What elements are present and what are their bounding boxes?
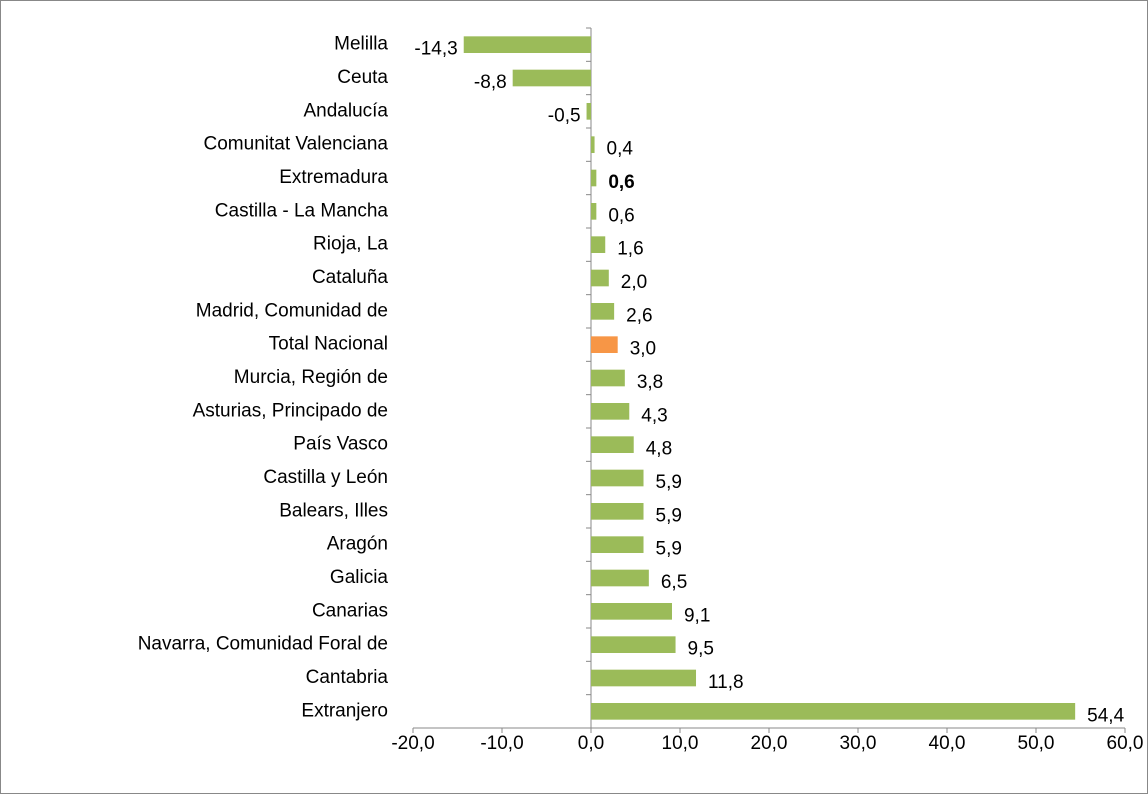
- value-label: 9,1: [684, 605, 710, 626]
- x-tick-label: -10,0: [480, 733, 523, 754]
- value-label: 5,9: [656, 472, 682, 493]
- value-label: -8,8: [474, 72, 507, 93]
- category-label: Castilla - La Mancha: [215, 200, 389, 221]
- value-label: 3,8: [637, 372, 663, 393]
- value-label: 1,6: [617, 239, 643, 260]
- x-tick-label: 40,0: [929, 733, 966, 754]
- value-label: 4,3: [641, 405, 667, 426]
- value-label: -14,3: [414, 39, 457, 60]
- category-label: Extranjero: [301, 700, 388, 721]
- category-label: Balears, Illes: [279, 500, 388, 521]
- x-tick-label: 30,0: [840, 733, 877, 754]
- x-tick-label: 50,0: [1018, 733, 1055, 754]
- bar: [591, 203, 597, 220]
- category-label: Total Nacional: [269, 334, 388, 355]
- bar: [591, 403, 630, 420]
- category-label: Madrid, Comunidad de: [196, 300, 388, 321]
- bar: [586, 103, 591, 120]
- x-tick-label: 20,0: [751, 733, 788, 754]
- x-tick-label: 60,0: [1107, 733, 1144, 754]
- bar: [591, 436, 634, 453]
- category-label: Cantabria: [306, 667, 389, 688]
- category-label: Murcia, Región de: [234, 367, 388, 388]
- category-label: Rioja, La: [313, 234, 388, 255]
- bar: [591, 569, 649, 587]
- category-label: Comunitat Valenciana: [204, 134, 389, 155]
- category-label: Ceuta: [337, 67, 388, 88]
- value-label: -0,5: [548, 105, 581, 126]
- bar: [591, 136, 595, 153]
- x-tick-label: 10,0: [662, 733, 699, 754]
- category-label: Navarra, Comunidad Foral de: [138, 634, 388, 655]
- category-label: Extremadura: [279, 167, 388, 188]
- bar: [591, 603, 672, 620]
- value-label: 0,4: [607, 139, 634, 160]
- bar: [591, 669, 697, 687]
- category-label: Aragón: [327, 534, 388, 555]
- value-label: 11,8: [708, 672, 744, 693]
- category-label: Asturias, Principado de: [193, 400, 388, 421]
- value-label: 5,9: [656, 505, 682, 526]
- category-label: Andalucía: [303, 100, 388, 121]
- bar: [591, 236, 606, 253]
- bar: [463, 36, 591, 53]
- value-label: 54,4: [1087, 705, 1124, 726]
- bar: [512, 69, 591, 87]
- value-label: 5,9: [656, 539, 682, 560]
- bar: [591, 369, 625, 387]
- value-label: 6,5: [661, 572, 687, 593]
- category-label: Melilla: [334, 34, 388, 55]
- bar: [591, 503, 644, 520]
- x-tick-label: 0,0: [578, 733, 604, 754]
- bar: [591, 336, 618, 353]
- value-label: 0,6: [608, 205, 634, 226]
- bar: [591, 536, 644, 553]
- category-label: Galicia: [330, 567, 389, 588]
- bar: [591, 303, 615, 320]
- value-label: 4,8: [646, 439, 672, 460]
- value-label: 3,0: [630, 339, 656, 360]
- bar: [591, 269, 609, 287]
- category-label: Castilla y León: [263, 467, 388, 488]
- value-label: 0,6: [608, 172, 634, 193]
- category-label: País Vasco: [293, 434, 388, 455]
- x-tick-label: -20,0: [391, 733, 434, 754]
- category-label: Cataluña: [312, 267, 388, 288]
- bar: [591, 703, 1076, 720]
- value-label: 2,0: [621, 272, 647, 293]
- bar: [591, 636, 676, 653]
- bar: [591, 469, 644, 487]
- bar: [591, 169, 597, 187]
- value-label: 9,5: [688, 639, 714, 660]
- category-label: Canarias: [312, 600, 388, 621]
- value-label: 2,6: [626, 305, 652, 326]
